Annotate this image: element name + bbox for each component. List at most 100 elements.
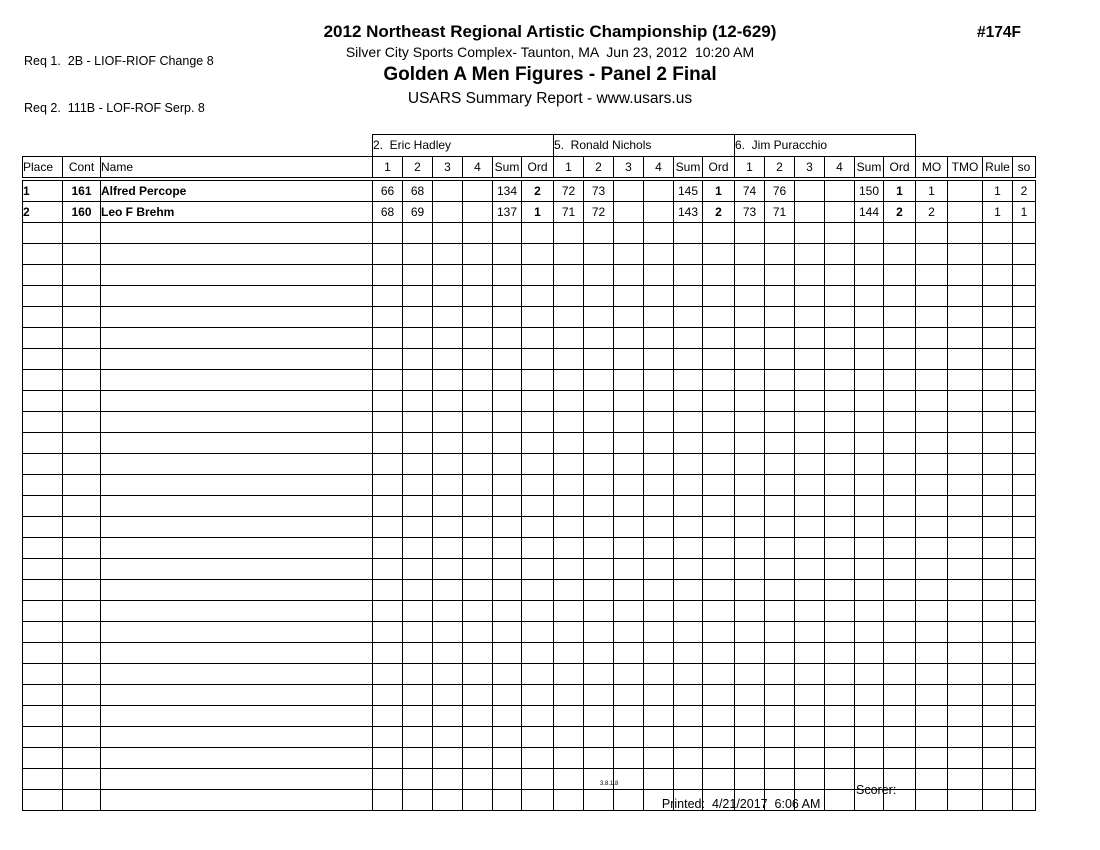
- ord-cell: 2: [883, 201, 916, 223]
- sum-cell: [673, 264, 703, 286]
- sum-cell: [854, 222, 884, 244]
- judge-row-left-spacer: [23, 135, 373, 157]
- tmo-cell: [947, 327, 983, 349]
- score-cell: [643, 390, 674, 412]
- empty-row: [22, 222, 1036, 244]
- score-cell: [372, 495, 403, 517]
- sum-cell: [854, 264, 884, 286]
- sum-cell: [492, 684, 522, 706]
- score-cell: [402, 348, 433, 370]
- score-cell: 74: [734, 178, 765, 202]
- scorer-label: Scorer:: [856, 783, 897, 797]
- score-cell: [402, 474, 433, 496]
- score-cell: [432, 663, 463, 685]
- skater-name-cell: [100, 600, 373, 622]
- score-cell: [734, 495, 765, 517]
- ord-cell: [883, 243, 916, 265]
- sum-cell: [673, 390, 703, 412]
- score-cell: [462, 474, 493, 496]
- score-cell: [432, 178, 463, 202]
- score-cell: [372, 327, 403, 349]
- ord-cell: [883, 369, 916, 391]
- sum-cell: [854, 432, 884, 454]
- ord-cell: [883, 474, 916, 496]
- col-header-j3-4: 4: [824, 156, 855, 181]
- col-header-so: so: [1012, 156, 1036, 181]
- score-cell: [462, 306, 493, 328]
- skater-name-cell: [100, 222, 373, 244]
- mo-cell: [915, 285, 948, 307]
- score-cell: [764, 726, 795, 748]
- score-cell: [402, 243, 433, 265]
- empty-row: [22, 495, 1036, 517]
- score-cell: [764, 390, 795, 412]
- score-cell: [824, 684, 855, 706]
- cont-cell: [62, 537, 101, 559]
- so-cell: [1012, 285, 1036, 307]
- ord-cell: [702, 327, 735, 349]
- score-cell: [583, 243, 614, 265]
- cont-cell: [62, 621, 101, 643]
- score-cell: [613, 390, 644, 412]
- score-cell: [613, 178, 644, 202]
- score-cell: [613, 747, 644, 769]
- score-cell: [462, 411, 493, 433]
- venue-date-line: Silver City Sports Complex- Taunton, MA …: [345, 44, 755, 60]
- score-cell: [553, 579, 584, 601]
- score-cell: [613, 264, 644, 286]
- score-cell: [372, 663, 403, 685]
- score-cell: [462, 453, 493, 475]
- score-cell: [643, 243, 674, 265]
- empty-row: [22, 579, 1036, 601]
- skater-name-cell: [100, 348, 373, 370]
- score-cell: [734, 474, 765, 496]
- ord-cell: [702, 747, 735, 769]
- score-cell: [553, 663, 584, 685]
- score-cell: [583, 411, 614, 433]
- sum-cell: 134: [492, 178, 522, 202]
- ord-cell: [883, 264, 916, 286]
- place-cell: [22, 348, 63, 370]
- score-cell: [734, 684, 765, 706]
- sum-cell: [673, 642, 703, 664]
- place-cell: [22, 306, 63, 328]
- cont-cell: [62, 642, 101, 664]
- score-cell: [462, 663, 493, 685]
- score-cell: [824, 621, 855, 643]
- score-cell: [432, 642, 463, 664]
- score-cell: [553, 474, 584, 496]
- empty-row: [22, 432, 1036, 454]
- place-cell: [22, 747, 63, 769]
- score-cell: [583, 348, 614, 370]
- so-cell: [1012, 621, 1036, 643]
- sum-cell: 144: [854, 201, 884, 223]
- score-cell: [553, 348, 584, 370]
- ord-cell: [521, 558, 554, 580]
- score-cell: [462, 768, 493, 790]
- score-cell: [462, 705, 493, 727]
- score-cell: [613, 222, 644, 244]
- sum-cell: [673, 516, 703, 538]
- score-cell: [643, 306, 674, 328]
- empty-row: [22, 789, 1036, 811]
- score-cell: [402, 789, 433, 811]
- mo-cell: [915, 306, 948, 328]
- col-header-j3-2: 2: [764, 156, 795, 181]
- score-cell: [613, 789, 644, 811]
- score-cell: [794, 178, 825, 202]
- score-cell: [734, 327, 765, 349]
- score-cell: [432, 222, 463, 244]
- rule-cell: [982, 600, 1013, 622]
- empty-row: [22, 600, 1036, 622]
- sum-cell: [854, 747, 884, 769]
- sum-cell: [854, 474, 884, 496]
- place-cell: [22, 264, 63, 286]
- ord-cell: [702, 726, 735, 748]
- sum-cell: [854, 306, 884, 328]
- cont-cell: [62, 348, 101, 370]
- ord-cell: 2: [521, 178, 554, 202]
- score-cell: [794, 390, 825, 412]
- so-cell: [1012, 684, 1036, 706]
- rule-cell: [982, 516, 1013, 538]
